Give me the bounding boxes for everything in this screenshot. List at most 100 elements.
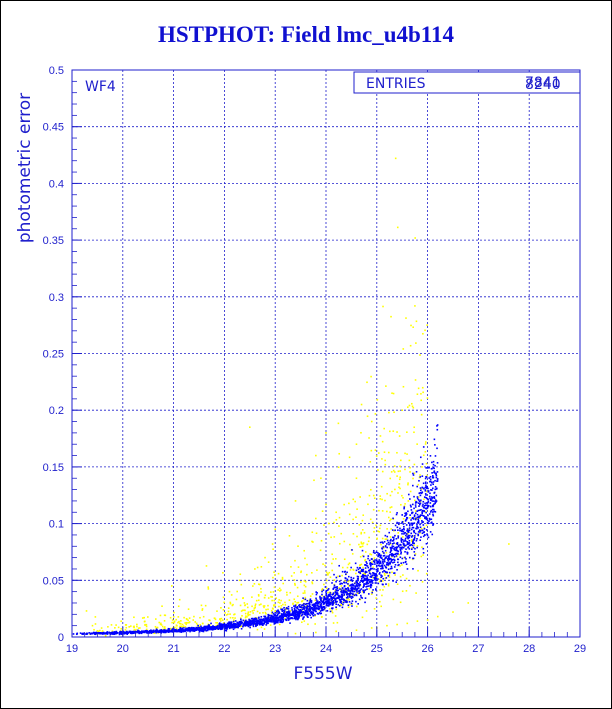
data-point	[386, 528, 388, 530]
data-point	[161, 630, 164, 633]
data-point	[406, 551, 409, 554]
data-point	[244, 609, 246, 612]
data-point	[387, 560, 390, 562]
data-point	[337, 466, 340, 469]
data-point	[113, 631, 116, 633]
data-point	[338, 542, 341, 545]
data-point	[325, 594, 327, 597]
data-point	[316, 600, 319, 603]
data-point	[393, 465, 396, 467]
data-point	[423, 534, 426, 536]
data-point	[343, 601, 345, 604]
data-point	[329, 602, 331, 605]
data-point	[410, 528, 413, 531]
data-point	[411, 542, 414, 544]
data-point	[384, 463, 387, 466]
data-point	[436, 478, 439, 480]
data-point	[426, 506, 429, 508]
data-point	[389, 511, 392, 513]
data-point	[233, 613, 235, 616]
data-point	[429, 531, 432, 533]
data-point	[373, 497, 376, 500]
data-point	[352, 584, 355, 587]
data-point	[128, 630, 131, 633]
data-point	[359, 496, 361, 498]
data-point	[390, 550, 392, 552]
data-point	[399, 465, 401, 468]
data-point	[413, 515, 416, 518]
data-point	[360, 596, 363, 599]
data-point	[383, 451, 386, 453]
data-point	[289, 610, 292, 612]
data-point	[340, 532, 343, 535]
data-point	[346, 578, 349, 581]
data-point	[227, 607, 230, 609]
data-point	[409, 504, 412, 507]
data-point	[315, 599, 318, 601]
data-point	[303, 549, 305, 552]
data-point	[312, 614, 315, 617]
data-point	[431, 496, 434, 499]
data-point	[433, 467, 435, 470]
data-point	[374, 552, 376, 554]
data-point	[390, 518, 392, 521]
data-point	[397, 529, 399, 531]
data-point	[413, 544, 416, 546]
data-point	[220, 625, 223, 628]
data-point	[303, 590, 306, 592]
data-point	[375, 576, 377, 579]
data-point	[304, 585, 307, 588]
data-point	[270, 609, 273, 612]
data-point	[351, 580, 354, 582]
data-point	[339, 598, 342, 601]
data-point	[317, 605, 319, 608]
x-tick-label: 24	[320, 643, 332, 655]
data-point	[249, 611, 252, 613]
data-point	[379, 556, 381, 559]
data-point	[326, 610, 329, 612]
data-point	[391, 558, 394, 561]
data-point	[325, 602, 328, 605]
data-point	[354, 500, 356, 503]
data-point	[388, 576, 391, 578]
data-point	[179, 627, 182, 629]
data-point	[407, 543, 410, 545]
data-point	[400, 562, 402, 565]
data-point	[314, 604, 317, 607]
y-tick-label: 0.15	[43, 462, 64, 474]
data-point	[222, 608, 225, 611]
data-point	[330, 599, 332, 602]
data-point	[174, 629, 176, 631]
data-point	[145, 629, 147, 632]
data-point	[320, 612, 323, 615]
data-point	[273, 619, 276, 622]
data-point	[254, 604, 257, 607]
data-point	[255, 624, 257, 627]
data-point	[321, 609, 324, 612]
data-point	[365, 564, 368, 567]
data-point	[232, 619, 235, 621]
data-point	[362, 542, 365, 544]
data-point	[385, 538, 388, 540]
data-point	[418, 529, 421, 531]
data-point	[386, 535, 389, 538]
data-point	[307, 602, 309, 605]
data-point	[269, 617, 272, 620]
data-point	[396, 541, 399, 544]
data-point	[243, 602, 246, 604]
data-point	[397, 523, 400, 526]
data-point	[425, 490, 428, 493]
data-point	[309, 595, 312, 597]
data-point	[349, 584, 351, 587]
data-point	[377, 530, 379, 533]
data-point	[340, 600, 343, 603]
data-point	[408, 527, 411, 529]
data-point	[256, 566, 259, 569]
data-point	[265, 624, 268, 626]
data-point	[327, 588, 330, 590]
data-point	[394, 524, 397, 527]
data-point	[275, 597, 277, 599]
data-point	[433, 438, 436, 441]
data-point	[242, 624, 245, 627]
data-point	[255, 599, 258, 602]
